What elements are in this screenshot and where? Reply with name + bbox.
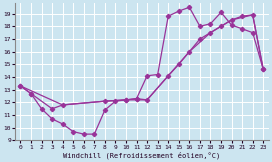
X-axis label: Windchill (Refroidissement éolien,°C): Windchill (Refroidissement éolien,°C) <box>63 151 221 159</box>
